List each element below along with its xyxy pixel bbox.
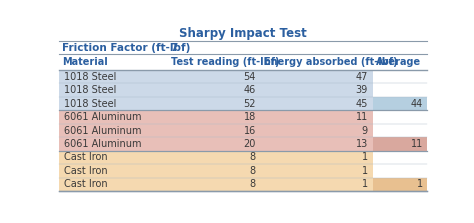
Text: 7: 7: [171, 43, 178, 53]
Text: Cast Iron: Cast Iron: [64, 180, 107, 189]
Text: 8: 8: [250, 153, 256, 163]
Bar: [374, 83, 427, 97]
Text: 6061 Aluminum: 6061 Aluminum: [64, 126, 141, 136]
Text: 46: 46: [244, 85, 256, 95]
Text: 47: 47: [356, 72, 368, 82]
Bar: [59, 97, 374, 110]
Bar: [59, 164, 374, 178]
Text: 8: 8: [250, 180, 256, 189]
Text: 11: 11: [410, 139, 423, 149]
Text: 16: 16: [244, 126, 256, 136]
Bar: [374, 124, 427, 137]
Text: 1: 1: [362, 166, 368, 176]
Text: 18: 18: [244, 112, 256, 122]
Text: Sharpy Impact Test: Sharpy Impact Test: [179, 27, 307, 40]
Text: 1018 Steel: 1018 Steel: [64, 99, 116, 109]
Text: 6061 Aluminum: 6061 Aluminum: [64, 112, 141, 122]
Text: Cast Iron: Cast Iron: [64, 166, 107, 176]
Text: Cast Iron: Cast Iron: [64, 153, 107, 163]
Bar: [374, 178, 427, 191]
Bar: [374, 137, 427, 151]
Text: Material: Material: [62, 57, 108, 67]
Text: 1018 Steel: 1018 Steel: [64, 72, 116, 82]
Bar: [374, 151, 427, 164]
Text: 1018 Steel: 1018 Steel: [64, 85, 116, 95]
Text: Test reading (ft-lbf): Test reading (ft-lbf): [171, 57, 279, 67]
Bar: [374, 110, 427, 124]
Text: 9: 9: [362, 126, 368, 136]
Text: 1: 1: [417, 180, 423, 189]
Text: Average: Average: [376, 57, 421, 67]
Bar: [59, 178, 374, 191]
Bar: [374, 164, 427, 178]
Text: 11: 11: [356, 112, 368, 122]
Text: 45: 45: [356, 99, 368, 109]
Bar: [59, 137, 374, 151]
Text: Energy absorbed (ft-lbf): Energy absorbed (ft-lbf): [264, 57, 398, 67]
Text: 39: 39: [356, 85, 368, 95]
Bar: [59, 124, 374, 137]
Bar: [59, 151, 374, 164]
Text: 54: 54: [244, 72, 256, 82]
Bar: [59, 54, 427, 70]
Text: 1: 1: [362, 153, 368, 163]
Text: 44: 44: [410, 99, 423, 109]
Text: 1: 1: [362, 180, 368, 189]
Text: Friction Factor (ft-lbf): Friction Factor (ft-lbf): [62, 43, 191, 53]
Bar: [59, 27, 427, 41]
Bar: [374, 97, 427, 110]
Bar: [374, 70, 427, 83]
Bar: [59, 41, 427, 54]
Text: 20: 20: [244, 139, 256, 149]
Text: 6061 Aluminum: 6061 Aluminum: [64, 139, 141, 149]
Text: 8: 8: [250, 166, 256, 176]
Text: 13: 13: [356, 139, 368, 149]
Text: 52: 52: [243, 99, 256, 109]
Bar: [59, 70, 374, 83]
Bar: [59, 110, 374, 124]
Bar: [59, 83, 374, 97]
